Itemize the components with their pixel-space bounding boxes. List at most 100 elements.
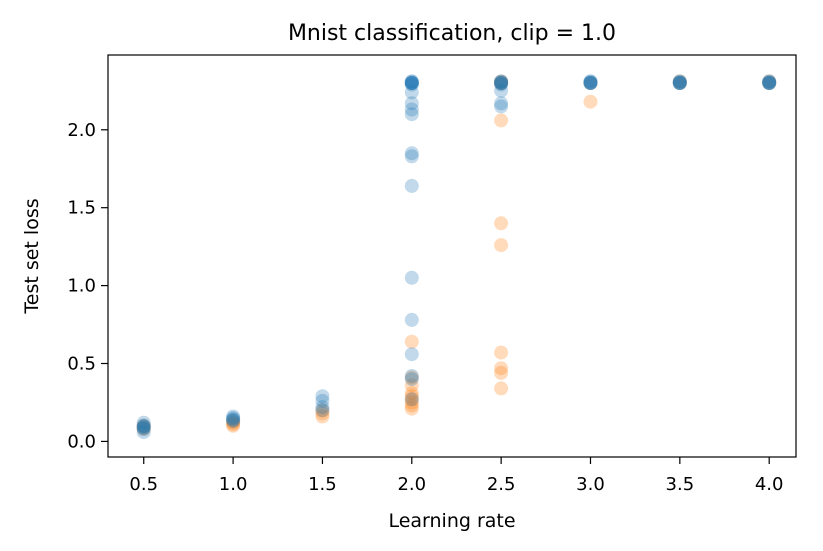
data-point	[226, 417, 241, 432]
data-point	[226, 415, 241, 430]
data-point	[404, 398, 419, 413]
y-tick-label: 0.0	[67, 431, 96, 452]
data-point	[136, 418, 151, 433]
data-point	[136, 422, 151, 436]
data-point	[494, 113, 509, 128]
data-point	[315, 393, 330, 408]
data-point	[672, 76, 687, 90]
data-point	[404, 76, 419, 90]
data-point	[404, 74, 419, 89]
data-point	[136, 420, 151, 435]
data-point	[404, 107, 419, 122]
data-point	[494, 96, 509, 111]
data-point	[404, 378, 419, 393]
data-point	[136, 425, 151, 440]
data-point	[672, 76, 687, 90]
data-point	[672, 76, 687, 90]
data-point	[583, 76, 598, 90]
data-point	[136, 420, 151, 435]
data-point	[404, 85, 419, 100]
data-point	[404, 76, 419, 90]
data-point	[404, 76, 419, 90]
data-point	[762, 76, 777, 90]
data-point	[404, 392, 419, 407]
data-point	[404, 395, 419, 410]
data-point	[404, 347, 419, 362]
x-tick-label: 4.0	[755, 474, 784, 495]
data-point	[315, 403, 330, 418]
data-point	[404, 389, 419, 404]
y-axis-label: Test set loss	[21, 198, 43, 314]
data-point	[672, 74, 687, 89]
data-point	[315, 406, 330, 421]
data-point	[404, 77, 419, 92]
data-point	[672, 74, 687, 89]
data-point	[315, 389, 330, 404]
data-point	[404, 102, 419, 117]
data-point	[404, 76, 419, 90]
data-point	[494, 74, 509, 89]
data-point	[226, 409, 241, 424]
data-point	[226, 414, 241, 429]
data-point	[404, 386, 419, 401]
data-point	[494, 216, 509, 231]
data-point	[494, 83, 509, 98]
x-tick-label: 3.0	[576, 474, 605, 495]
data-point	[762, 74, 777, 89]
data-point	[494, 76, 509, 90]
data-point	[136, 418, 151, 433]
data-point	[494, 99, 509, 114]
x-tick-label: 2.5	[487, 474, 516, 495]
chart-title: Mnist classification, clip = 1.0	[288, 21, 616, 46]
data-point	[404, 372, 419, 387]
data-point	[136, 415, 151, 430]
x-tick-label: 2.0	[397, 474, 426, 495]
data-point	[404, 270, 419, 285]
data-point	[762, 74, 777, 89]
data-point	[136, 420, 151, 435]
data-point	[226, 414, 241, 429]
data-point	[494, 77, 509, 92]
data-point	[494, 365, 509, 380]
data-point	[583, 74, 598, 89]
data-point	[494, 381, 509, 396]
data-point	[226, 412, 241, 427]
data-point	[494, 238, 509, 253]
data-point	[494, 74, 509, 89]
data-point	[762, 76, 777, 90]
data-point	[404, 401, 419, 416]
data-point	[404, 96, 419, 111]
data-point	[226, 412, 241, 427]
data-point	[404, 369, 419, 383]
data-point	[315, 400, 330, 415]
data-point	[404, 74, 419, 89]
x-tick-label: 0.5	[129, 474, 158, 495]
data-point	[583, 76, 598, 90]
data-point	[315, 403, 330, 418]
data-point	[583, 76, 598, 90]
plot-frame	[107, 54, 797, 458]
data-point	[404, 370, 419, 385]
data-point	[494, 361, 509, 376]
y-tick-label: 1.5	[67, 198, 96, 219]
data-point	[404, 334, 419, 349]
axis-ticks: 0.5 1.0 1.5 2.0 2.5 3.0 3.5 4.0 0.0 0.5 1.0 1.5 2.0	[67, 120, 783, 495]
data-points	[136, 74, 777, 440]
x-tick-label: 3.5	[666, 474, 695, 495]
data-point	[672, 74, 687, 89]
data-point	[494, 76, 509, 90]
data-point	[583, 76, 598, 90]
data-point	[404, 178, 419, 193]
data-point	[404, 392, 419, 407]
data-point	[762, 76, 777, 90]
data-point	[494, 76, 509, 90]
data-point	[494, 76, 509, 90]
data-point	[404, 149, 419, 164]
data-point	[583, 74, 598, 89]
data-point	[404, 146, 419, 161]
data-point	[672, 76, 687, 90]
data-point	[136, 422, 151, 436]
data-point	[494, 345, 509, 360]
data-point	[583, 94, 598, 109]
